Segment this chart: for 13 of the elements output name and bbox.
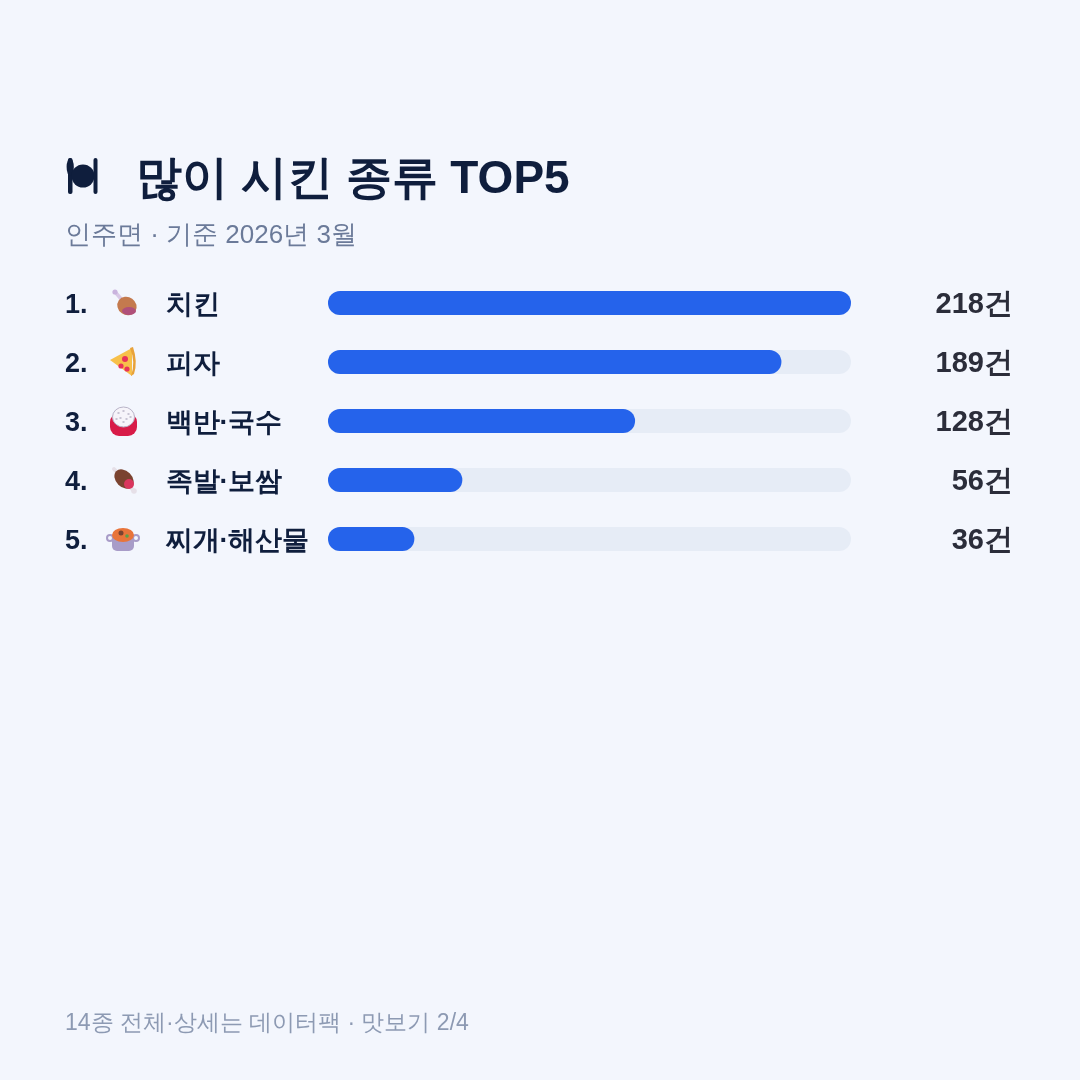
category-label: 5. 찌개·해산물 [65,525,310,555]
chart-subtitle: 인주면 · 기준 2026년 3월 [65,219,357,249]
data-label: 128건 [935,405,1013,437]
data-label: 36건 [951,523,1013,555]
data-label: 56건 [951,464,1013,496]
data-label: 218건 [935,287,1013,319]
category-label: 4. 족발·보쌈 [65,466,283,496]
chart-title: 많이 시킨 종류 TOP5 [136,151,570,203]
text: 14종 전체·상세는 데이터팩 · 맛보기 2/4 [65,1009,470,1035]
category-label: 1. 치킨 [65,289,220,319]
data-label: 189건 [935,346,1013,378]
category-label: 3. 백반·국수 [65,407,283,437]
category-label: 2. 피자 [65,348,220,378]
